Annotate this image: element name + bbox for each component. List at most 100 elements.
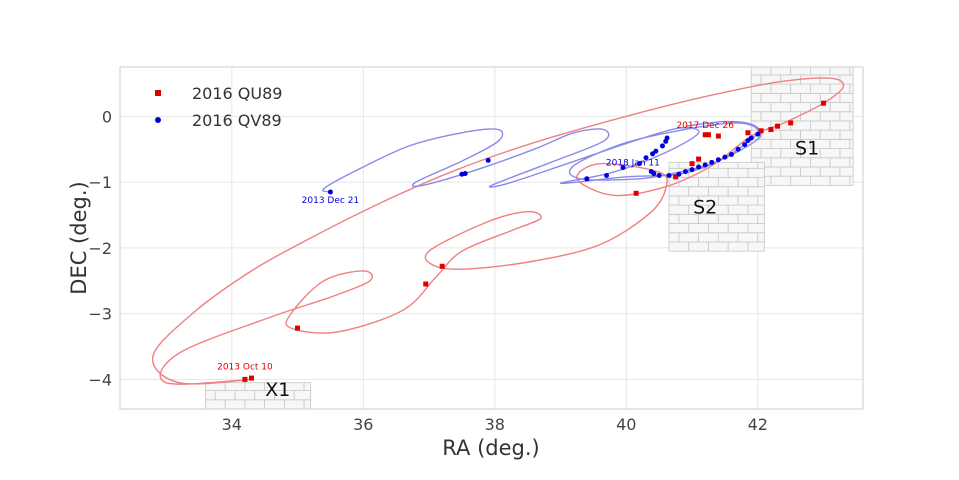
field-tile (727, 204, 749, 215)
field-tile (698, 177, 719, 188)
field-tile (668, 195, 680, 206)
field-tile (717, 195, 739, 206)
field-tile (737, 161, 759, 169)
field-tile (224, 382, 246, 391)
field-tile (668, 213, 680, 224)
data-point-qv89 (327, 189, 333, 195)
data-point-qv89 (656, 173, 662, 179)
field-tile (747, 241, 765, 252)
field-tile (727, 241, 749, 252)
data-point-qv89 (653, 148, 659, 154)
field-tile (839, 92, 854, 103)
data-point-qu89 (423, 281, 429, 287)
data-point-qv89 (636, 161, 642, 167)
field-tile (809, 102, 831, 113)
data-point-qu89 (745, 130, 751, 136)
field-tile (303, 399, 312, 410)
field-tile (234, 390, 256, 401)
field-tile (750, 111, 762, 122)
field-tile (829, 157, 851, 168)
field-tile (829, 66, 851, 76)
field-tile (303, 382, 312, 391)
field-tile (790, 175, 811, 186)
orbit-line-qv89 (322, 120, 762, 193)
data-point-qu89 (249, 375, 255, 381)
data-point-qv89 (643, 155, 649, 161)
field-tile (244, 382, 266, 391)
data-points (242, 100, 827, 382)
annotations: 2013 Oct 10 2013 Dec 21 2017 Dec 26 2018 Ja… (217, 121, 734, 372)
data-point-qv89 (485, 157, 491, 163)
field-tile (819, 111, 841, 122)
x-tick-label: 42 (748, 415, 768, 434)
field-tile (264, 399, 285, 410)
field-tile (770, 157, 792, 168)
field-tile (839, 129, 854, 140)
data-point-qv89 (728, 151, 734, 157)
field-tile (849, 83, 854, 94)
field-tile (750, 148, 762, 159)
field-tile (737, 232, 759, 243)
data-point-qu89 (673, 174, 679, 180)
data-point-qv89 (604, 173, 610, 179)
field-tile (839, 111, 854, 122)
field-tile (717, 232, 739, 243)
legend-marker-qu89 (155, 90, 161, 96)
data-point-qu89 (633, 190, 639, 196)
data-point-qv89 (676, 171, 682, 177)
field-tile (819, 148, 841, 159)
data-point-qv89 (722, 154, 728, 160)
field-tile (727, 186, 749, 197)
field-tile (757, 161, 765, 169)
x-axis-label: RA (deg.) (442, 436, 539, 460)
data-point-qu89 (821, 100, 827, 106)
field-tile (819, 166, 841, 177)
field-tile (849, 175, 854, 186)
field-tile (205, 390, 216, 401)
field-tile (829, 102, 851, 113)
field-tile (668, 223, 690, 234)
field-tile (770, 138, 792, 149)
field-tile (809, 120, 831, 131)
data-point-qu89 (768, 126, 774, 132)
field-tile (737, 177, 759, 188)
field-tile (668, 161, 680, 169)
y-tick-label: −1 (88, 173, 112, 192)
field-tile (770, 66, 792, 76)
data-point-qv89 (702, 162, 708, 168)
field-tile (747, 186, 765, 197)
y-tick-label: −3 (88, 305, 112, 324)
data-point-qu89 (696, 156, 702, 162)
field-label: S1 (795, 137, 819, 159)
field-tile (727, 167, 749, 178)
field-tile (747, 223, 765, 234)
orbit-line-qu89 (152, 77, 845, 385)
field-tile (790, 83, 811, 94)
date-annotation: 2018 Jan 11 (606, 159, 660, 169)
field-tile (849, 102, 854, 113)
field-tile (737, 195, 759, 206)
legend: 2016 QU89 2016 QV89 (155, 84, 282, 130)
field-tile (790, 66, 811, 76)
field-tile (800, 166, 821, 177)
data-point-qv89 (462, 171, 468, 177)
field-tile (244, 399, 266, 410)
field-tile (205, 399, 226, 410)
data-point-qv89 (659, 143, 665, 149)
field-tile (678, 161, 700, 169)
data-point-qu89 (689, 161, 695, 167)
field-tile (678, 177, 700, 188)
field-label: X1 (265, 379, 290, 401)
field-tile (770, 102, 792, 113)
field-tile (668, 241, 690, 252)
field-tile (668, 232, 680, 243)
x-tick-label: 34 (222, 415, 242, 434)
data-point-qv89 (666, 173, 672, 179)
field-tile (849, 138, 854, 149)
field-tile (829, 138, 851, 149)
field-label: S2 (693, 197, 717, 219)
field-tile (708, 241, 729, 252)
legend-label-qu89: 2016 QU89 (192, 84, 282, 103)
data-point-qv89 (682, 169, 688, 175)
